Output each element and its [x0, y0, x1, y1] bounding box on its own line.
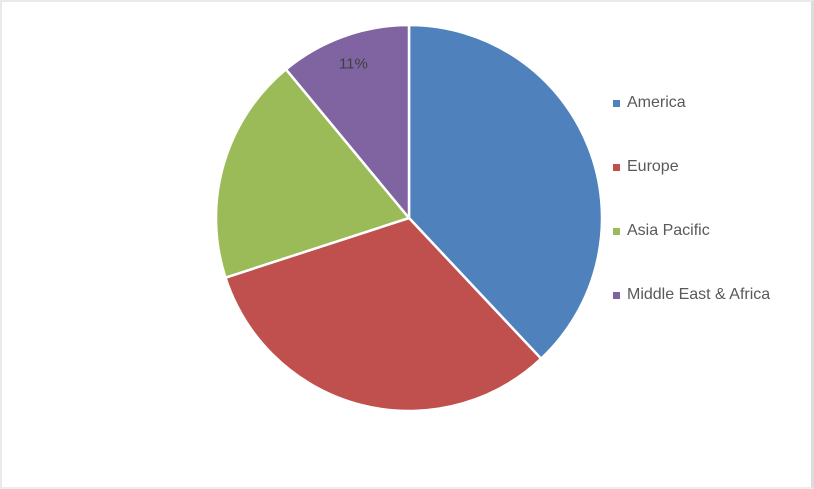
- pie-slice-asia-pacific[interactable]: [214, 68, 411, 279]
- legend-item-america[interactable]: America: [613, 95, 770, 111]
- legend-item-asia-pacific[interactable]: Asia Pacific: [613, 223, 770, 239]
- legend-marker-icon: [613, 227, 620, 235]
- chart-legend: America Europe Asia Pacific Middle East & A…: [613, 95, 770, 303]
- legend-marker-icon: [613, 163, 620, 171]
- legend-item-label: America: [627, 94, 686, 111]
- pie-slice-america[interactable]: [407, 23, 604, 360]
- pie-slice-europe[interactable]: [224, 216, 543, 413]
- legend-item-label: Asia Pacific: [627, 222, 710, 239]
- legend-item-middle-east-africa[interactable]: Middle East & Africa: [613, 287, 770, 303]
- legend-marker-icon: [613, 291, 620, 299]
- legend-item-label: Middle East & Africa: [627, 286, 771, 303]
- legend-marker-icon: [613, 99, 620, 107]
- legend-item-europe[interactable]: Europe: [613, 159, 770, 175]
- legend-item-label: Europe: [627, 158, 679, 175]
- pie-slice-middle-east-africa[interactable]: [284, 23, 411, 220]
- pie-data-label-middle-east-africa: 11%: [339, 56, 368, 73]
